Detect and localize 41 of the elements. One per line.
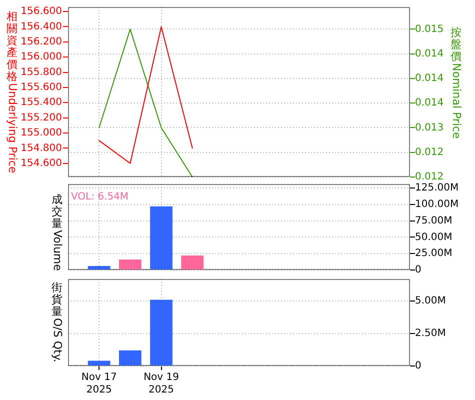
bar [118, 350, 142, 366]
bar [88, 266, 110, 270]
y-tick-label: 0 [415, 360, 422, 372]
y-tick-label: 155.000 [20, 128, 62, 139]
y-tick-label: 155.200 [20, 112, 62, 124]
y-tick-label: 125.00M [415, 182, 459, 194]
bar [118, 259, 142, 270]
y-tick-label: 50.00M [415, 232, 452, 243]
y-tick-label: 0 [415, 264, 422, 276]
y-tick-label: 25.00M [415, 248, 452, 260]
bar [181, 256, 204, 270]
y-tick-label: 155.400 [20, 97, 62, 108]
x-tick-label: Nov 17 2025 [81, 372, 117, 396]
y-tick-label: 155.800 [20, 66, 62, 78]
bar [88, 360, 110, 366]
annotation: VOL: 6.54M [71, 192, 129, 203]
bar [150, 206, 172, 270]
y2-tick-label: 0.012 [415, 172, 444, 183]
y2-tick-label: 0.013 [415, 122, 444, 134]
y-tick-label: 156.600 [20, 6, 62, 18]
y-tick-label: 154.600 [20, 158, 62, 169]
y2-tick-label: 0.012 [415, 146, 444, 158]
y2-tick-label: 0.014 [415, 73, 444, 84]
y2-axis-title: 按盤價Nominal Price [450, 26, 463, 139]
y2-tick-label: 0.014 [415, 98, 444, 109]
y-tick-label: 156.400 [20, 21, 62, 32]
y-axis-title: 街貨量O/S Qty. [51, 281, 64, 362]
y-tick-label: 155.600 [20, 82, 62, 94]
y-tick-label: 2.50M [415, 328, 446, 340]
y-tick-label: 156.200 [20, 36, 62, 48]
bar [150, 300, 172, 366]
y-tick-label: 75.00M [415, 215, 452, 226]
x-tick-label: Nov 19 2025 [144, 372, 179, 396]
y-tick-label: 100.00M [415, 198, 459, 210]
y2-tick-label: 0.015 [415, 24, 444, 35]
y2-tick-label: 0.014 [415, 48, 444, 60]
y-axis-title: 成交量Volume [51, 193, 64, 271]
y-axis-title: 相關資產價格Underlying Price [6, 10, 19, 174]
y-tick-label: 154.800 [20, 142, 62, 154]
y-tick-label: 156.000 [20, 52, 62, 63]
y-tick-label: 5.00M [415, 296, 446, 307]
